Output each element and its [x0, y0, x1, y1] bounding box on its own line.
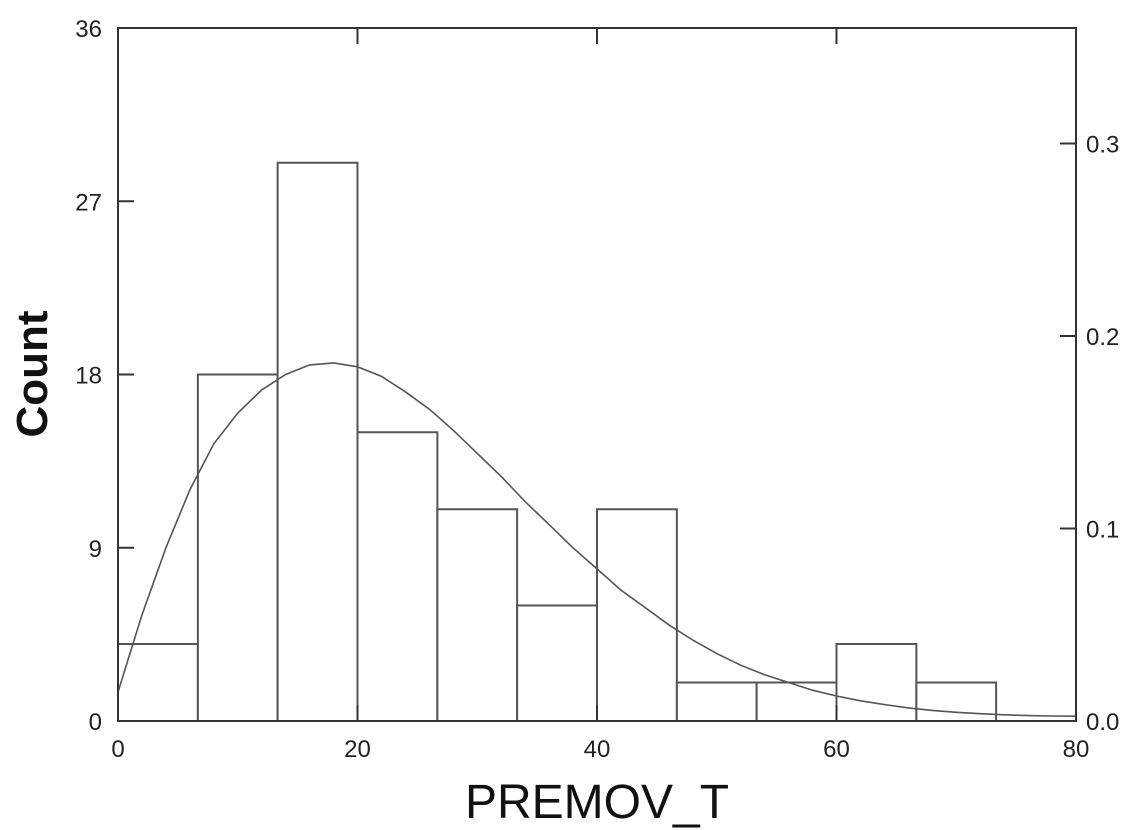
x-tick-label-60: 60 — [823, 736, 850, 763]
y-tick-label-9: 9 — [89, 536, 102, 563]
histogram-bar-9 — [755, 681, 838, 722]
histogram-bar-6 — [516, 604, 599, 722]
tick-labels: 0 20 40 60 80 0 9 18 27 36 0.0 0.1 0.2 0.3 — [75, 16, 1119, 763]
histogram-bar-7 — [596, 508, 678, 722]
histogram-bar-8 — [675, 681, 758, 722]
x-tick-label-40: 40 — [584, 736, 611, 763]
histogram-bar-3 — [276, 161, 359, 722]
density-curve — [117, 362, 1077, 717]
y-tick-label-18: 18 — [75, 363, 102, 390]
histogram-bar-4 — [356, 431, 439, 722]
histogram-bar-5 — [436, 508, 519, 722]
histogram-bar-2 — [196, 373, 279, 722]
y-axis-title: Count — [8, 310, 57, 437]
y-tick-label-27: 27 — [75, 189, 102, 216]
y2-tick-label-0.1: 0.1 — [1086, 517, 1119, 544]
histogram-bars — [117, 161, 998, 722]
histogram-bar-10 — [835, 643, 918, 722]
histogram-bar-11 — [915, 681, 998, 722]
x-axis-title: PREMOV_T — [465, 776, 729, 829]
axis-ticks — [117, 27, 1077, 722]
x-tick-label-80: 80 — [1063, 736, 1090, 763]
y2-tick-label-0.2: 0.2 — [1086, 324, 1119, 351]
y-tick-label-36: 36 — [75, 16, 102, 43]
y-tick-label-0: 0 — [89, 709, 102, 736]
y2-tick-label-0.3: 0.3 — [1086, 132, 1119, 159]
y2-tick-label-0.0: 0.0 — [1086, 709, 1119, 736]
x-tick-label-0: 0 — [111, 736, 124, 763]
x-tick-label-20: 20 — [344, 736, 371, 763]
